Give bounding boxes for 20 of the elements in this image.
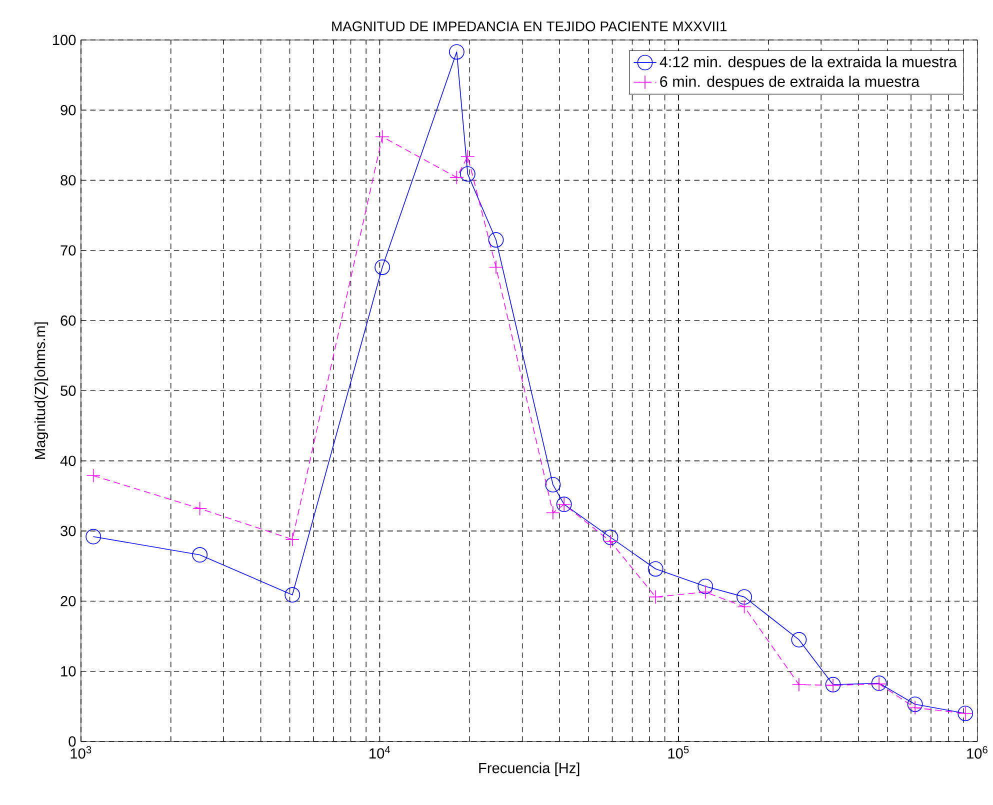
y-tick-label: 10 [61, 666, 76, 676]
y-tick-label: 70 [60, 245, 76, 256]
x-tick-label: 10$^{5}$ [668, 746, 689, 758]
y-tick-label: 80 [60, 174, 76, 186]
y-tick-label: 90 [60, 104, 76, 116]
legend-label: 4:12 min. despues de la extraida la muestra [660, 56, 957, 70]
x-tick-label: 10$^{4}$ [370, 746, 390, 758]
legend-label: 6 min. despues de extraida la muestra [660, 76, 920, 90]
y-tick-label: 50 [60, 385, 76, 396]
x-tick-label: 10$^{6}$ [967, 746, 988, 758]
y-tick-label: 60 [60, 315, 76, 326]
x-tick-label: 10$^{3}$ [70, 746, 92, 758]
y-tick-label: 100 [53, 34, 76, 45]
y-tick-label: 20 [60, 596, 76, 606]
y-tick-label: 40 [60, 456, 76, 466]
y-axis-title: Magnitud(Z)[ohms.m] [34, 322, 48, 459]
chart-title: MAGNITUD DE IMPEDANCIA EN TEJIDO PACIENTE MXXVII1 [332, 21, 727, 32]
x-axis-title: Frecuencia [Hz] [479, 762, 580, 776]
y-tick-label: 0 [68, 736, 76, 746]
y-tick-label: 30 [60, 526, 76, 536]
